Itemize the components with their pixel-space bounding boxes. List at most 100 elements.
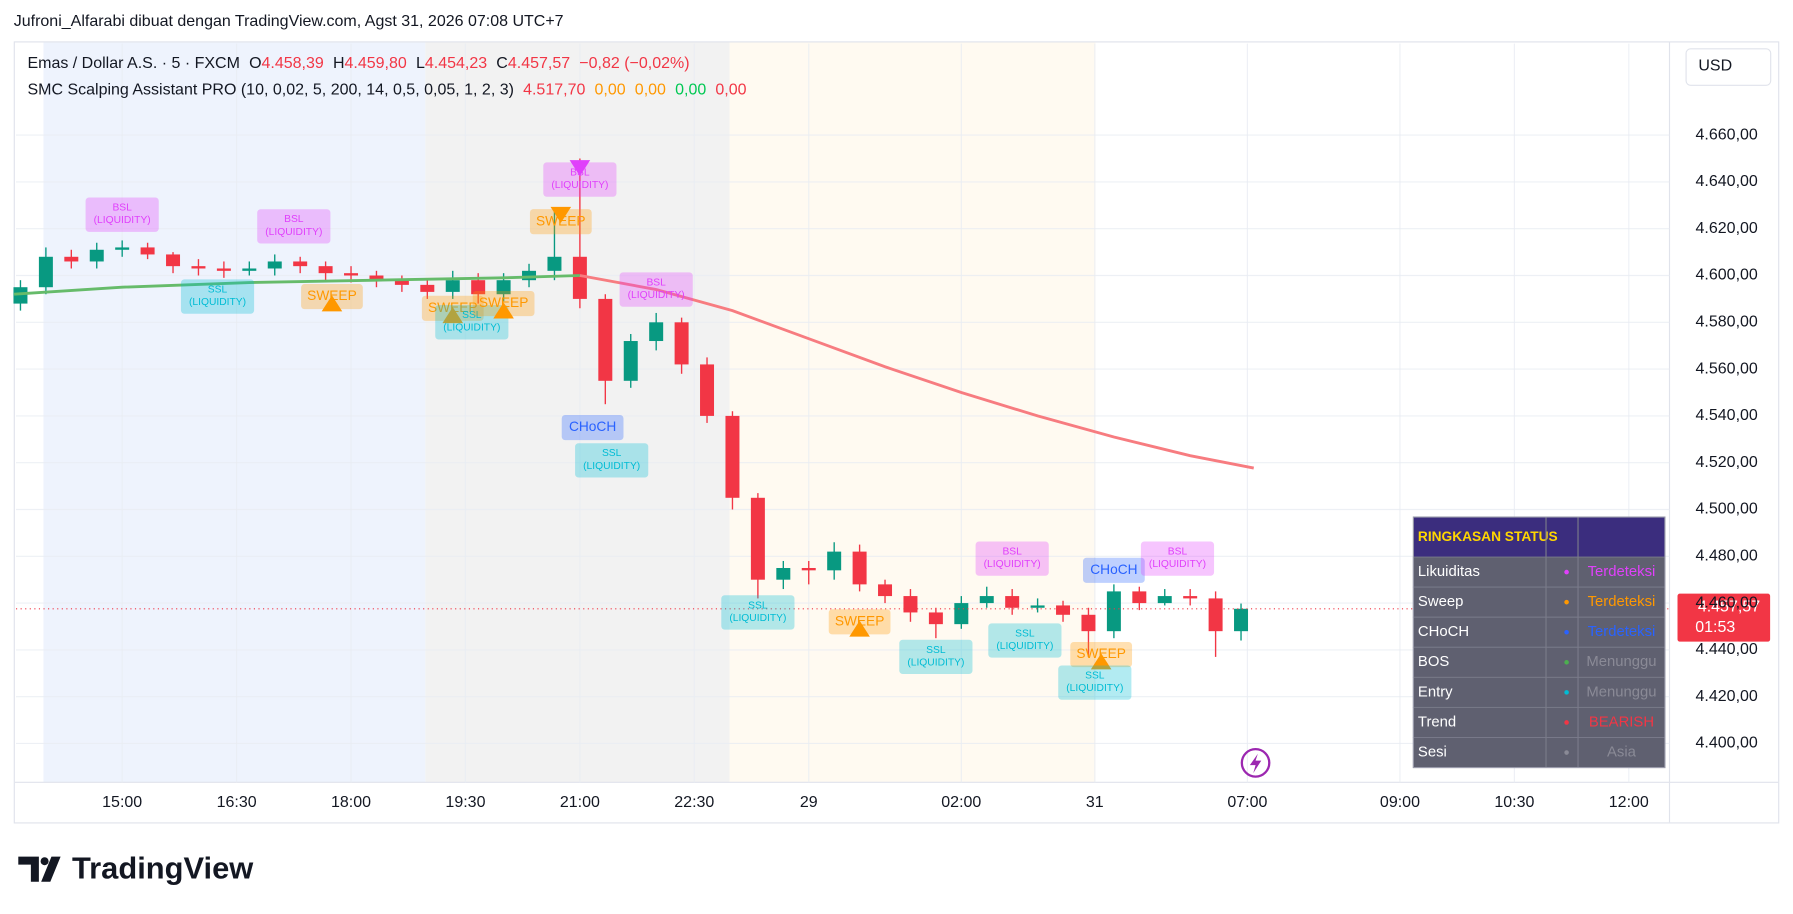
- x-tick-label: 09:00: [1380, 794, 1420, 811]
- annotation-label: (LIQUIDITY): [1149, 559, 1206, 570]
- annotation-label: SSL: [1085, 671, 1105, 682]
- y-tick-label: 4.580,00: [1696, 314, 1758, 331]
- x-tick-label: 22:30: [674, 794, 714, 811]
- candle-body: [928, 612, 943, 625]
- moving-average: [14, 274, 580, 296]
- annotation-box: [828, 609, 891, 635]
- price-tag: [1677, 593, 1771, 642]
- price-tag-price: 4.457,57: [1698, 599, 1760, 616]
- annotation-label: SSL: [462, 310, 482, 321]
- status-table: RINGKASAN STATUS Likuiditas Terdeteksi Swee…: [1412, 516, 1666, 769]
- annotation-box: [1070, 641, 1133, 668]
- annotation-triangle: [849, 620, 870, 637]
- annotation-label: BSL: [1168, 546, 1188, 557]
- row-dot: [1564, 720, 1569, 725]
- indicator-value: 0,00: [675, 82, 706, 99]
- annotation-triangle: [569, 160, 591, 177]
- candle-body: [954, 603, 969, 625]
- attribution: Jufroni_Alfarabi dibuat dengan TradingVi…: [14, 13, 564, 30]
- row-label: BOS: [1418, 654, 1449, 670]
- y-tick-label: 4.420,00: [1696, 688, 1758, 705]
- table-row: [1412, 616, 1666, 648]
- row-status: Asia: [1607, 744, 1637, 760]
- annotation-label: (LIQUIDITY): [189, 297, 246, 308]
- x-tick-label: 15:00: [102, 794, 142, 811]
- annotation-label: BSL: [1002, 546, 1022, 557]
- annotation-box: [575, 443, 649, 478]
- row-label: Likuiditas: [1418, 564, 1480, 580]
- row-status: Menunggu: [1586, 654, 1656, 670]
- candle-body: [776, 567, 791, 580]
- y-tick-label: 4.460,00: [1696, 594, 1758, 611]
- candle-body: [750, 497, 765, 580]
- currency-button[interactable]: [1685, 48, 1772, 86]
- currency[interactable]: USD: [1698, 58, 1732, 75]
- session-bg: [425, 42, 730, 783]
- annotation-label: SSL: [602, 448, 622, 459]
- candle-body: [572, 256, 587, 299]
- candle-body: [547, 256, 562, 271]
- candle-body: [13, 287, 28, 304]
- candle-body: [293, 261, 308, 267]
- symbol-legend: Emas / Dollar A.S. · 5 · FXCM O4.458,39 H4…: [27, 55, 689, 72]
- annotation-label: SWEEP: [1076, 646, 1126, 661]
- logo: TradingView: [72, 851, 254, 886]
- indicator-legend: SMC Scalping Assistant PRO (10, 0,02, 5,…: [27, 82, 746, 99]
- annotation-label: SSL: [926, 645, 946, 656]
- candle-body: [801, 567, 816, 571]
- table-border: [1412, 516, 1666, 769]
- annotation-label: SWEEP: [428, 300, 478, 315]
- row-status: Terdeteksi: [1588, 624, 1656, 640]
- annotation-box: [421, 295, 484, 321]
- candle-body: [1208, 598, 1223, 632]
- row-label: Sweep: [1418, 594, 1463, 610]
- indicator-value: 0,00: [715, 82, 746, 99]
- candle-body: [522, 270, 537, 281]
- candle-body: [700, 364, 715, 416]
- candle-body: [903, 596, 918, 613]
- y-tick-label: 4.560,00: [1696, 360, 1758, 377]
- alert-icon-bolt: [1249, 753, 1262, 774]
- candle-body: [1081, 614, 1096, 632]
- candle-body: [445, 280, 460, 292]
- row-label: CHoCH: [1418, 624, 1469, 640]
- row-label: Entry: [1418, 684, 1453, 700]
- candle-body: [344, 273, 359, 276]
- alert-icon[interactable]: [1240, 748, 1271, 778]
- annotation-label: BSL: [646, 277, 666, 288]
- annotation-box: [301, 283, 363, 310]
- candle-body: [38, 256, 53, 288]
- annotation-box: [180, 279, 255, 314]
- row-dot: [1564, 599, 1569, 605]
- annotation-label: CHoCH: [569, 419, 616, 434]
- x-tick-label: 16:30: [217, 794, 257, 811]
- session-bg: [43, 42, 426, 783]
- annotation-box: [257, 209, 331, 244]
- annotations: BSL (LIQUIDITY) BSL (LIQUIDITY) SSL (LIQUIDIT…: [85, 160, 1215, 700]
- candle-body: [1056, 605, 1071, 615]
- candle-body: [216, 268, 231, 271]
- candle-body: [420, 284, 435, 292]
- annotation-triangle: [550, 206, 572, 223]
- indicator: SMC Scalping Assistant PRO (10, 0,02, 5,…: [27, 82, 513, 99]
- y-tick-label: 4.640,00: [1696, 173, 1758, 190]
- candle-body: [267, 261, 282, 269]
- x-tick-label: 12:00: [1609, 794, 1649, 811]
- candle-body: [1157, 596, 1172, 604]
- candle-body: [852, 551, 867, 585]
- annotation-box: [472, 291, 535, 317]
- x-tick-label: 02:00: [941, 794, 981, 811]
- candle-body: [725, 415, 740, 498]
- annotation-label: SSL: [1015, 628, 1035, 639]
- indicator-value: 0,00: [595, 82, 626, 99]
- annotation-box: [721, 595, 795, 630]
- candle-body: [827, 551, 842, 571]
- annotation-label: (LIQUIDITY): [551, 180, 608, 191]
- annotation-label: BSL: [284, 214, 304, 225]
- marks: [13, 158, 1670, 657]
- annotation-box: [561, 415, 624, 441]
- annotation-box: [529, 209, 592, 235]
- annotation-triangle: [493, 302, 514, 319]
